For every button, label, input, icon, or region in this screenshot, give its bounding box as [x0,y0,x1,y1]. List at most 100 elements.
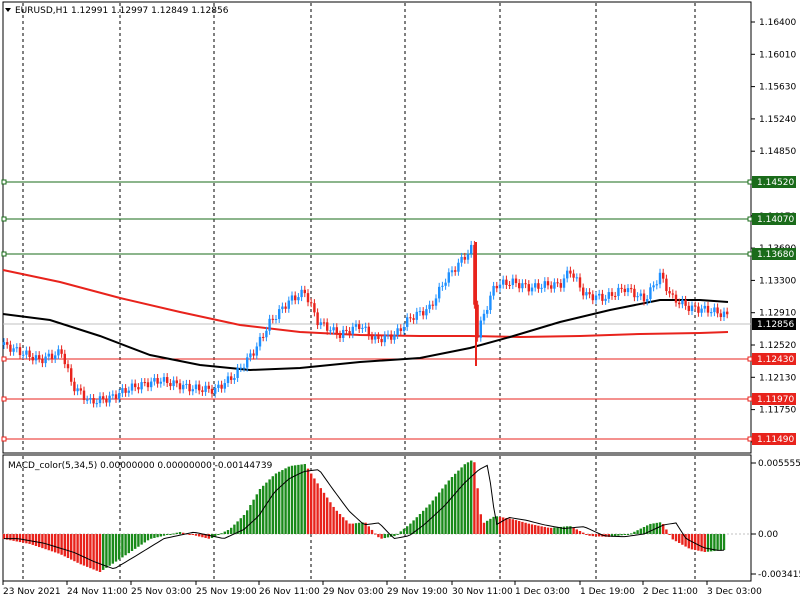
macd-bar [636,530,639,534]
candle [153,374,156,386]
candle [86,395,89,404]
time-label: 25 Nov 19:00 [196,587,257,597]
macd-bar [146,534,150,541]
time-label: 3 Dec 03:00 [707,587,762,597]
candle [169,378,172,391]
candle [566,266,569,283]
candle [620,283,623,293]
candle [79,384,82,395]
macd-bar [556,527,559,534]
macd-bar [361,522,364,534]
macd-bar [63,534,66,557]
candle [390,330,393,344]
candle [210,384,214,398]
macd-bar [60,534,63,555]
macd-bar [684,534,687,547]
candle [374,332,377,344]
macd-bar [418,514,422,534]
level-line[interactable]: 1.11490 [1,433,796,445]
triangle-down-icon[interactable] [5,8,11,12]
level-line[interactable]: 1.12430 [1,353,796,365]
macd-bar [620,534,623,536]
candle [425,305,428,320]
macd-bar [73,534,76,562]
macd-bar [326,497,329,534]
macd-bar [674,534,678,542]
candle [47,349,50,361]
time-label: 1 Dec 19:00 [580,587,635,597]
candle [431,300,434,310]
candle [118,389,121,403]
candle [559,279,562,292]
macd-bar [188,534,191,535]
macd-bar [412,520,415,534]
candle [191,385,194,396]
candle [694,301,697,311]
macd-bar [204,534,207,538]
macd-bar [540,526,543,534]
candle [252,349,255,360]
main-chart-frame[interactable] [2,1,752,454]
macd-bar [226,530,230,534]
candle [502,275,505,289]
candle [511,274,514,290]
macd-bar [70,534,73,560]
level-line[interactable]: 1.11970 [1,393,796,405]
macd-bar [54,534,57,553]
macd-signal-line [4,464,725,570]
macd-bar [588,534,591,536]
candle [268,314,271,335]
macd-bar [332,506,335,534]
macd-bar [492,516,495,534]
macd-bar [214,534,217,537]
macd-bar [633,531,636,534]
macd-bar [566,526,569,534]
level-line[interactable]: 1.14520 [1,176,796,188]
macd-bar [108,534,111,566]
candle [25,346,28,359]
candle [335,323,338,339]
candle [521,279,524,293]
macd-bar [89,534,92,569]
candle [102,392,105,404]
macd-bar [524,522,527,534]
candle [646,295,649,306]
macd-bar [511,519,514,534]
macd-bar [396,533,399,535]
candle [642,289,646,306]
macd-bar [646,525,649,534]
candle [406,313,409,331]
level-lines[interactable]: 1.14520 1.14070 1.13680 1.12430 1.11970 1.114… [1,176,796,445]
macd-bar [546,527,550,534]
macd-bar [530,524,534,534]
macd-bar [12,534,15,541]
macd-bar [559,526,562,534]
candle [594,291,598,305]
indicator-frame[interactable] [2,454,752,582]
macd-bar [351,523,354,534]
macd-bar [495,516,498,534]
candle [111,390,114,400]
candle [610,288,614,300]
macd-bar [706,534,710,552]
candle [690,301,694,316]
level-line[interactable]: 1.14070 [1,213,796,225]
candle [713,303,716,317]
candle [28,346,31,361]
candle [284,302,287,313]
level-line[interactable]: 1.13680 [1,248,796,260]
symbol-info: EURUSD,H1 1.12991 1.12997 1.12849 1.1285… [15,6,229,16]
candle [495,281,498,293]
candle [95,399,98,408]
macd-bar [76,534,79,563]
candle [15,343,18,353]
macd-bar [306,468,310,534]
macd-bar [518,521,521,534]
candle [44,352,47,368]
macd-bar [710,534,713,552]
macd-bar [92,534,95,570]
level-label: 1.11970 [757,395,794,405]
candle [236,364,239,382]
macd-bar [447,480,450,534]
